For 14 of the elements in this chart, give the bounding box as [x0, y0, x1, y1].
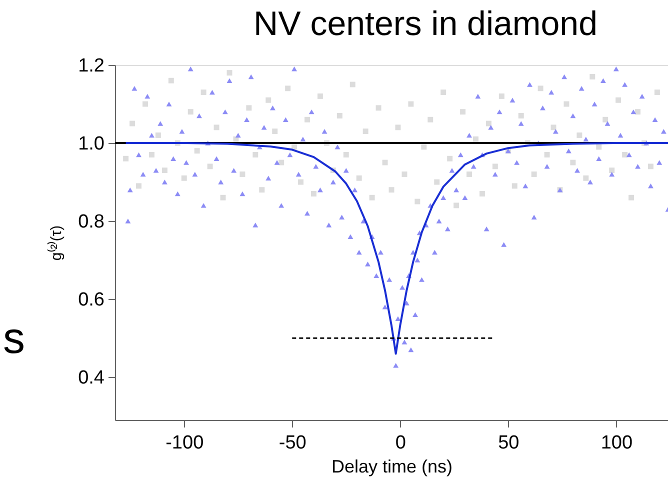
chart-title: NV centers in diamond: [254, 5, 598, 43]
x-tick-label: 50: [498, 432, 520, 454]
x-axis-title: Delay time (ns): [331, 456, 453, 476]
x-tick-label: -50: [278, 432, 306, 454]
x-tick-label: 100: [600, 432, 633, 454]
y-tick-label: 0.8: [78, 212, 104, 233]
text: s: [3, 314, 25, 363]
y-tick-label: 1.2: [78, 56, 104, 76]
y-tick-label: 0.4: [78, 368, 105, 389]
y-axis-title: g⁽²⁾(τ): [47, 225, 66, 261]
x-tick-label: -100: [166, 432, 204, 454]
y-tick-label: 0.6: [78, 290, 104, 311]
x-tick-label: 0: [395, 432, 406, 454]
y-tick-label: 1.0: [78, 134, 104, 155]
